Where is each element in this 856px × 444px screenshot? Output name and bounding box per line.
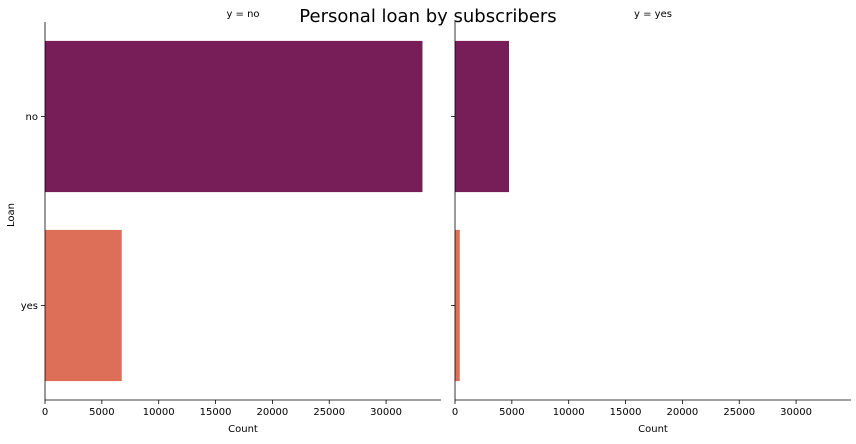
chart-title: Personal loan by subscribers <box>299 6 556 27</box>
x-tick-label: 10000 <box>553 407 585 418</box>
facet-panel-1: y = no no yes 0 5000 10000 15000 20000 25000 3000… <box>21 9 441 435</box>
bar-no <box>455 40 510 193</box>
x-tick-label: 25000 <box>723 407 755 418</box>
x-tick-label: 0 <box>42 407 48 418</box>
facet-panel-2: y = yes 0 5000 10000 15000 20000 25000 30000 Cou… <box>451 9 851 435</box>
facet-label: y = no <box>226 9 259 20</box>
y-tick-label: yes <box>21 301 38 312</box>
x-tick-label: 5000 <box>499 407 524 418</box>
x-tick-label: 30000 <box>780 407 812 418</box>
x-tick-label: 20000 <box>256 407 288 418</box>
x-axis-label: Count <box>228 424 258 435</box>
x-tick-label: 15000 <box>610 407 642 418</box>
facet-label: y = yes <box>634 9 672 20</box>
x-tick-label: 25000 <box>313 407 345 418</box>
x-tick-label: 15000 <box>200 407 232 418</box>
y-tick-label: no <box>26 112 38 123</box>
bar-yes <box>455 229 460 382</box>
x-tick-label: 0 <box>452 407 458 418</box>
bar-no <box>45 40 423 193</box>
x-tick-label: 5000 <box>89 407 114 418</box>
x-tick-label: 10000 <box>143 407 175 418</box>
x-tick-label: 30000 <box>370 407 402 418</box>
x-axis-label: Count <box>638 424 668 435</box>
x-tick-label: 20000 <box>666 407 698 418</box>
bar-yes <box>45 229 122 382</box>
y-axis-label: Loan <box>6 203 17 227</box>
